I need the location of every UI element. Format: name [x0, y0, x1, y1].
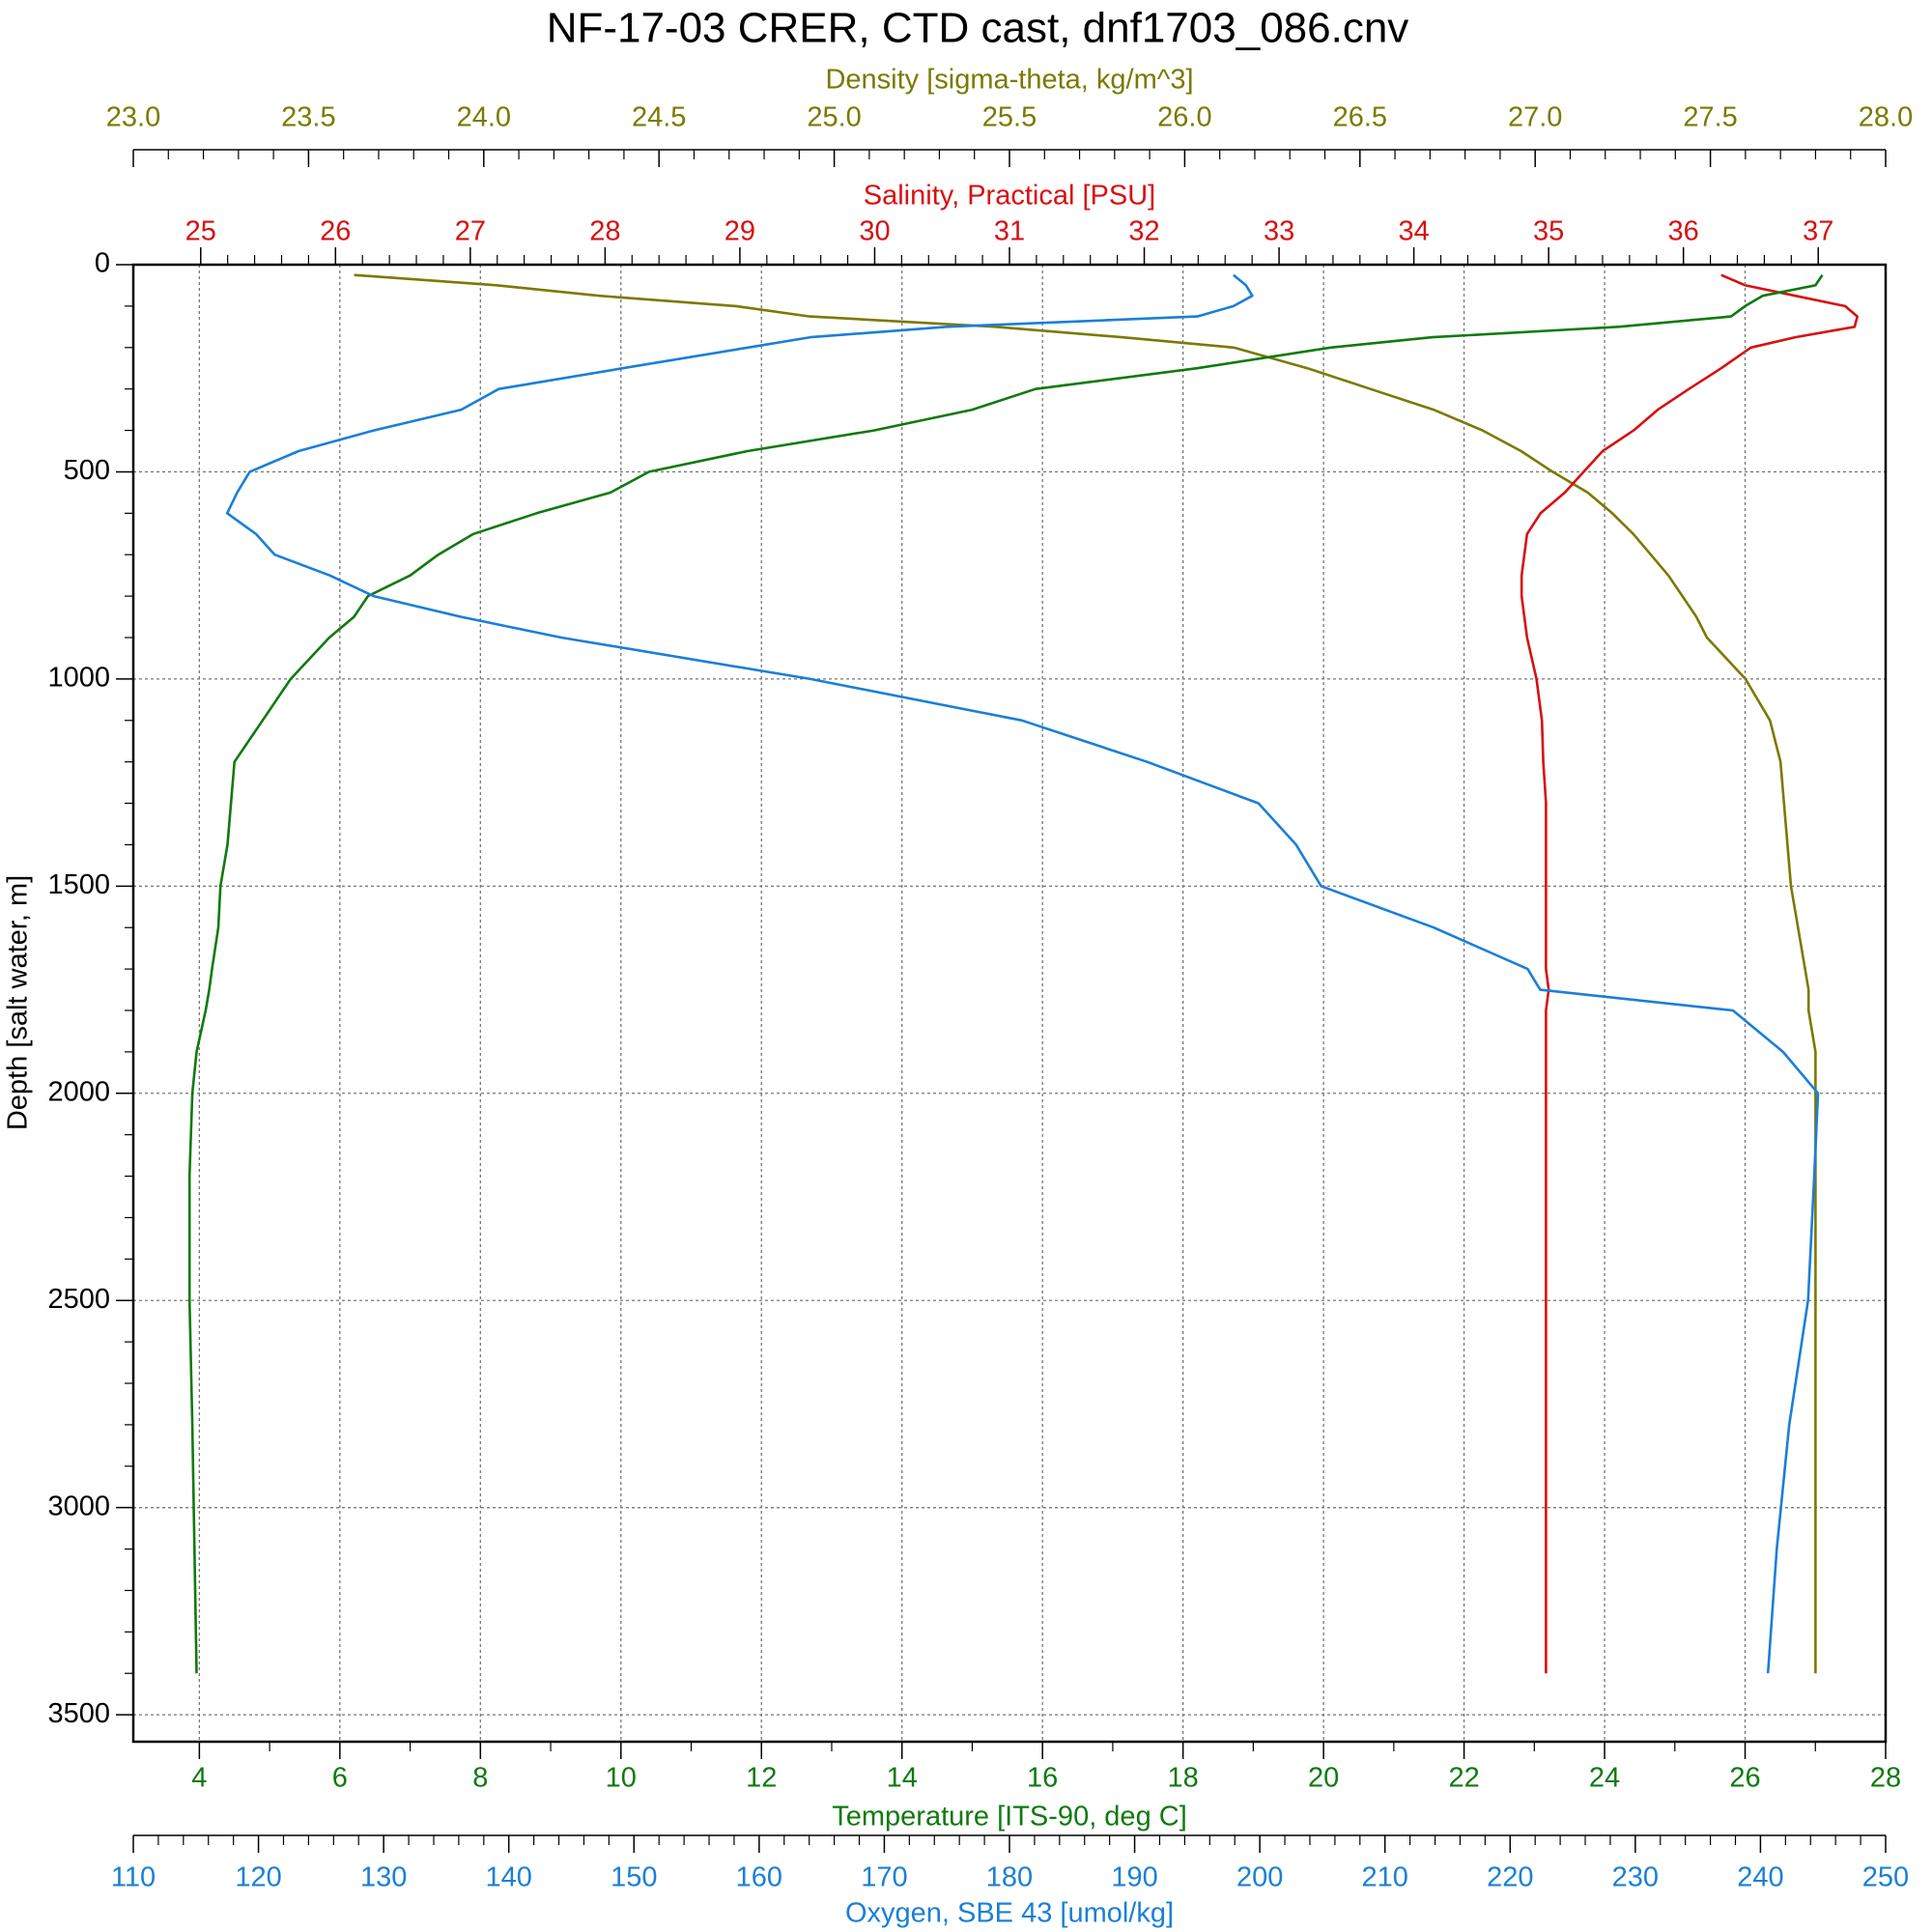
chart-title: NF-17-03 CRER, CTD cast, dnf1703_086.cnv	[547, 5, 1409, 52]
axis-title: Oxygen, SBE 43 [umol/kg]	[845, 1898, 1174, 1929]
y-tick-label: 2000	[47, 1076, 110, 1107]
x-tick-label: 4	[191, 1763, 207, 1794]
y-tick-label: 500	[64, 455, 110, 486]
x-tick-label: 29	[724, 216, 755, 247]
x-tick-label: 31	[994, 216, 1025, 247]
x-tick-label: 190	[1111, 1862, 1157, 1893]
x-tick-label: 180	[986, 1862, 1033, 1893]
x-tick-label: 120	[235, 1862, 281, 1893]
x-tick-label: 33	[1264, 216, 1294, 247]
y-tick-label: 2500	[47, 1284, 110, 1315]
y-tick-label: 1500	[47, 869, 110, 900]
x-tick-label: 26.0	[1157, 102, 1211, 133]
x-tick-label: 26.5	[1333, 102, 1387, 133]
y-axis-label: Depth [salt water, m]	[3, 875, 34, 1130]
x-tick-label: 26	[1729, 1763, 1760, 1794]
x-tick-label: 140	[486, 1862, 532, 1893]
x-tick-label: 27	[455, 216, 486, 247]
x-tick-label: 22	[1448, 1763, 1479, 1794]
x-tick-label: 37	[1803, 216, 1833, 247]
y-tick-label: 1000	[47, 663, 110, 694]
y-tick-label: 3000	[47, 1491, 110, 1521]
profile-line	[225, 273, 1820, 1674]
axis-title: Density [sigma-theta, kg/m^3]	[825, 65, 1193, 96]
x-tick-label: 130	[360, 1862, 407, 1893]
x-tick-label: 24.5	[632, 102, 686, 133]
y-tick-label: 0	[95, 248, 110, 279]
x-tick-label: 25.5	[982, 102, 1037, 133]
x-tick-label: 250	[1862, 1862, 1909, 1893]
profile-line	[1520, 273, 1859, 1674]
x-tick-label: 24	[1589, 1763, 1620, 1794]
x-tick-label: 24.0	[457, 102, 511, 133]
plot-frame	[131, 263, 1888, 1744]
x-tick-label: 27.5	[1683, 102, 1737, 133]
x-tick-label: 14	[887, 1763, 918, 1794]
axis-title: Salinity, Practical [PSU]	[864, 181, 1155, 212]
x-tick-label: 210	[1362, 1862, 1408, 1893]
x-tick-label: 25	[185, 216, 216, 247]
x-tick-label: 220	[1487, 1862, 1533, 1893]
x-tick-label: 32	[1128, 216, 1159, 247]
profile-line	[354, 273, 1817, 1674]
x-tick-label: 25.0	[807, 102, 861, 133]
y-tick-label: 3500	[47, 1698, 110, 1729]
x-tick-label: 28	[589, 216, 620, 247]
x-tick-label: 20	[1308, 1763, 1339, 1794]
x-tick-label: 35	[1533, 216, 1564, 247]
x-tick-label: 36	[1668, 216, 1699, 247]
x-tick-label: 23.5	[281, 102, 335, 133]
x-tick-label: 12	[746, 1763, 777, 1794]
x-tick-label: 160	[736, 1862, 782, 1893]
x-tick-label: 16	[1027, 1763, 1058, 1794]
x-tick-label: 18	[1168, 1763, 1199, 1794]
x-tick-label: 34	[1398, 216, 1429, 247]
profile-line	[187, 273, 1824, 1674]
x-tick-label: 230	[1612, 1862, 1659, 1893]
x-tick-label: 27.0	[1508, 102, 1562, 133]
x-tick-label: 170	[861, 1862, 907, 1893]
x-tick-label: 200	[1236, 1862, 1283, 1893]
x-tick-label: 28.0	[1859, 102, 1913, 133]
x-tick-label: 23.0	[106, 102, 160, 133]
x-tick-label: 26	[320, 216, 351, 247]
x-tick-label: 8	[472, 1763, 488, 1794]
axis-title: Temperature [ITS-90, deg C]	[832, 1802, 1187, 1833]
x-tick-label: 240	[1737, 1862, 1783, 1893]
x-tick-label: 6	[332, 1763, 348, 1794]
x-tick-label: 10	[606, 1763, 637, 1794]
x-tick-label: 28	[1870, 1763, 1901, 1794]
x-tick-label: 30	[859, 216, 890, 247]
x-tick-label: 150	[611, 1862, 657, 1893]
x-tick-label: 110	[111, 1862, 156, 1893]
